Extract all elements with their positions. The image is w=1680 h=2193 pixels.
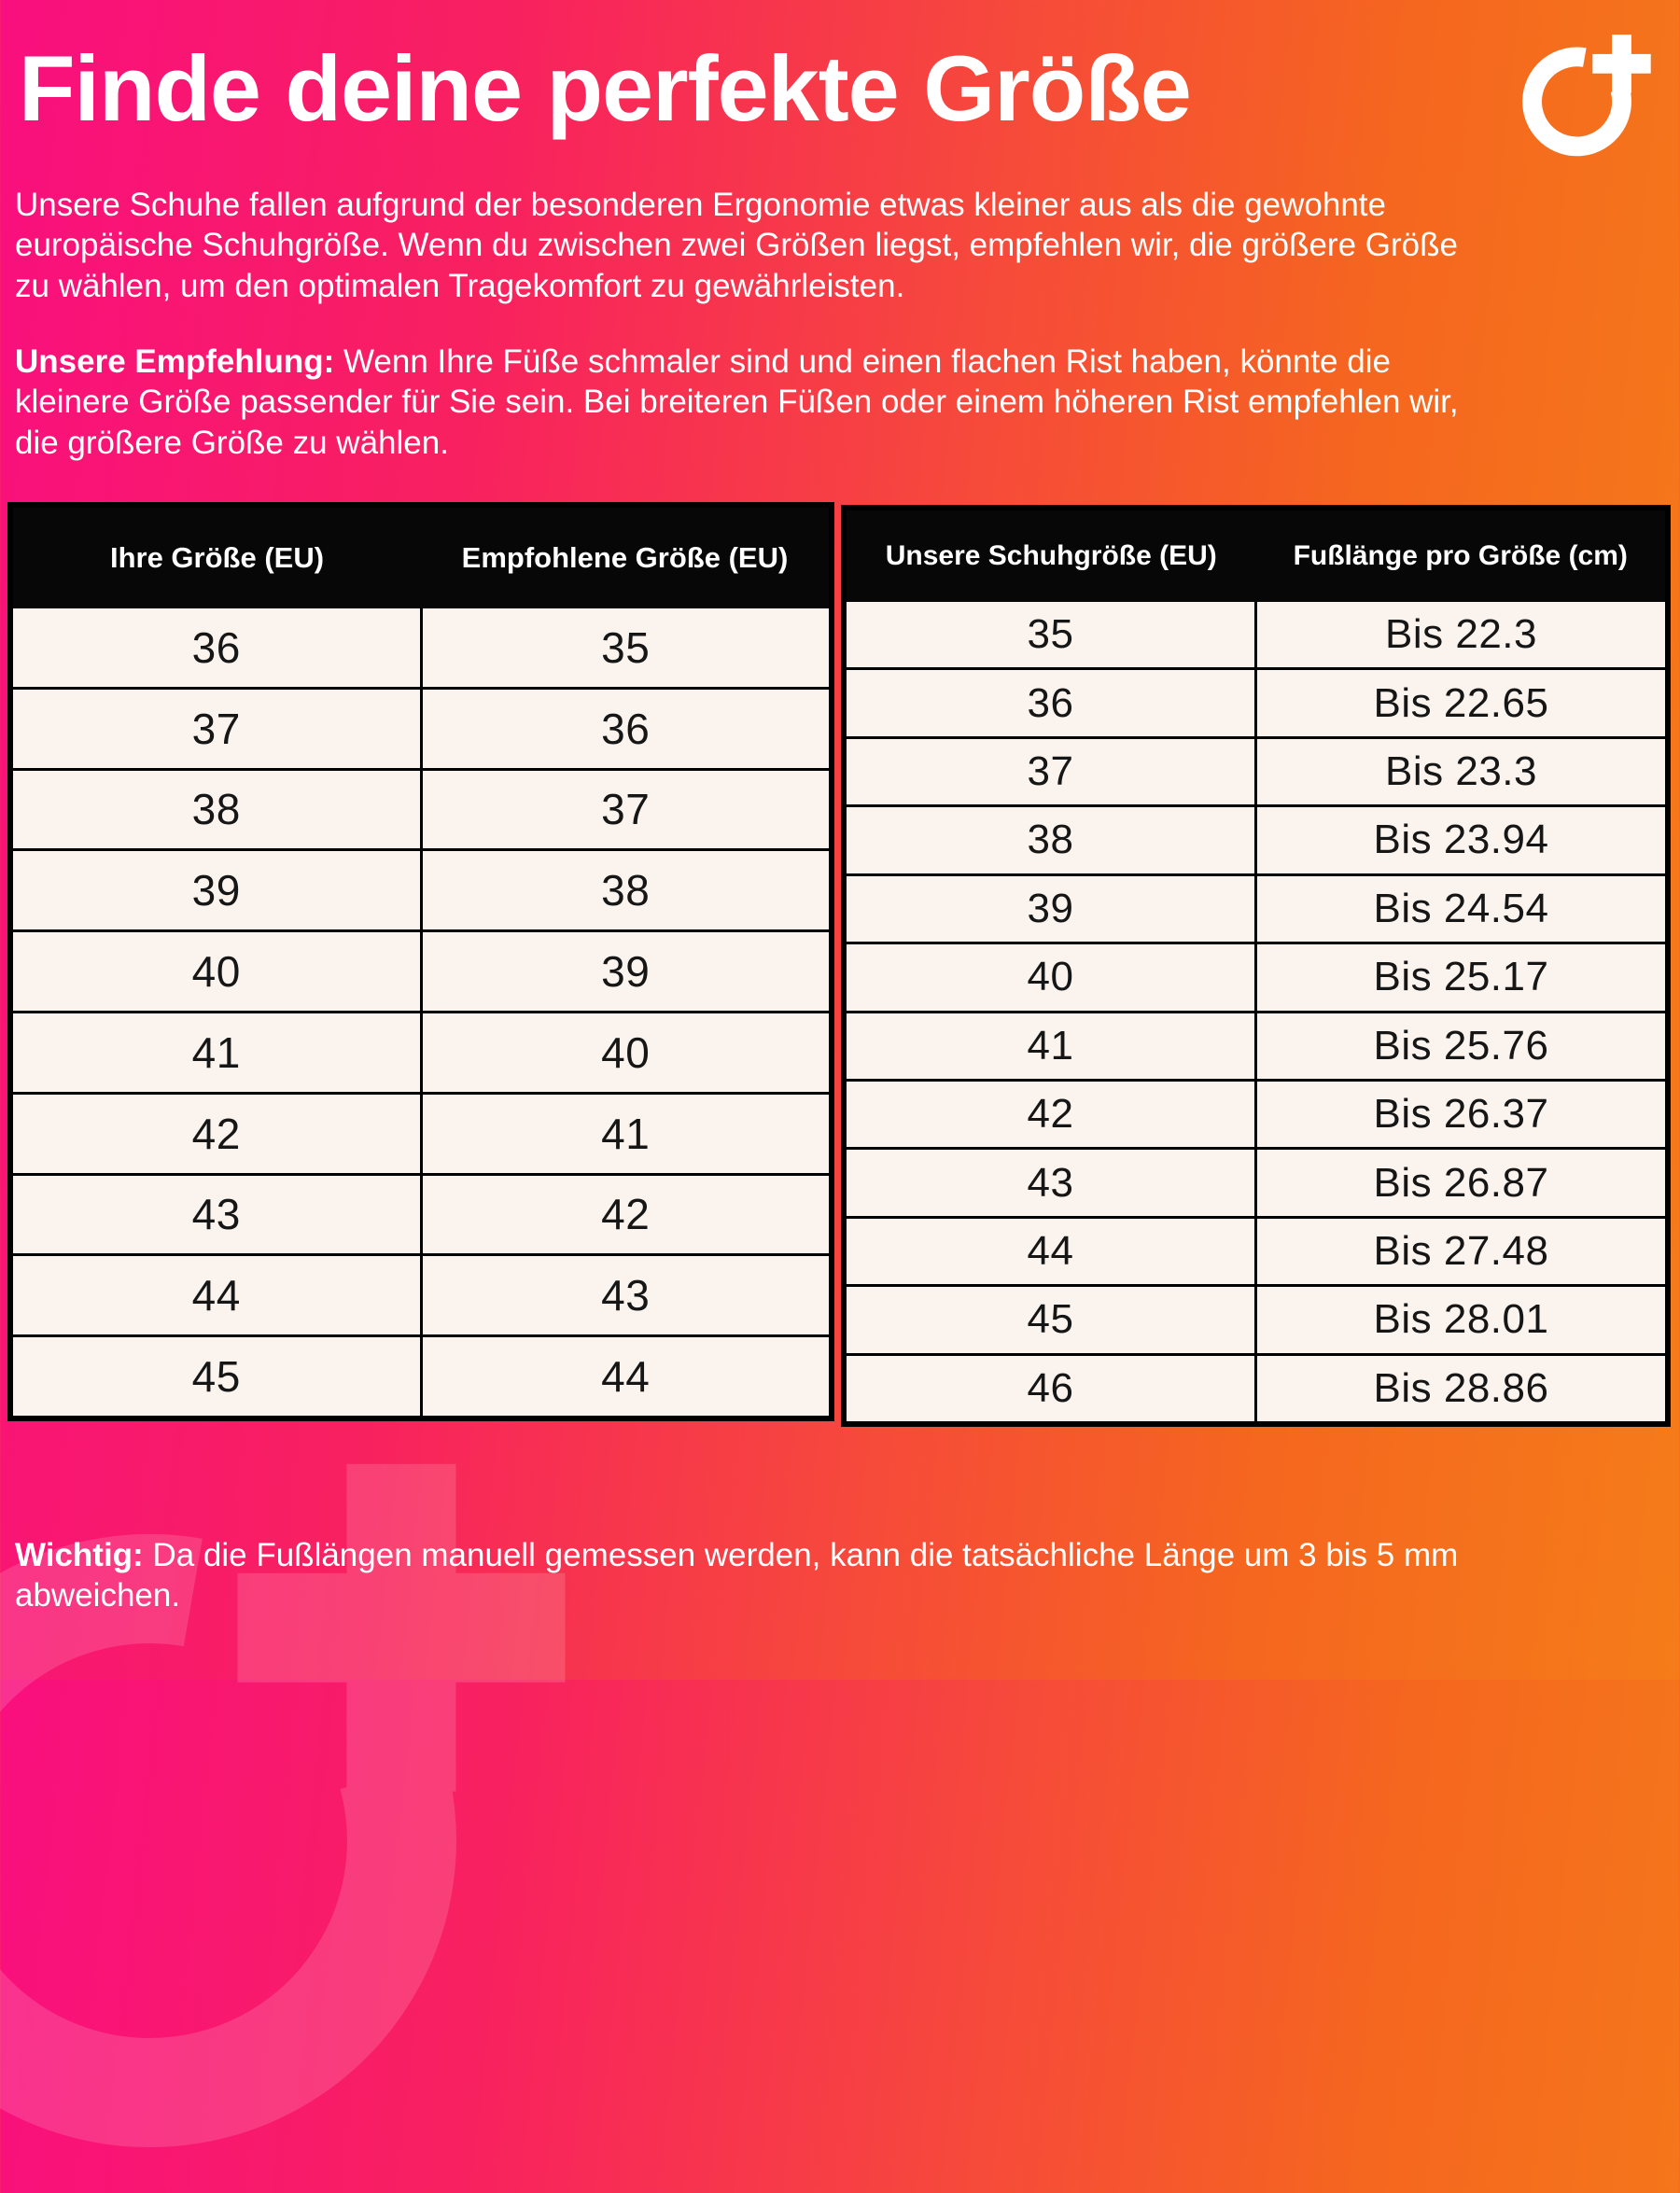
table-row: 38 Bis 23.94 [847, 804, 1665, 873]
table-row: 35 Bis 22.3 [847, 602, 1665, 668]
table-cell: Bis 23.3 [1254, 738, 1665, 805]
table-body: 35 Bis 22.3 36 Bis 22.65 37 Bis 23.3 38 Bis 23.… [847, 602, 1665, 1422]
table-cell: Bis 22.3 [1254, 602, 1665, 668]
table-row: 42 41 [13, 1091, 830, 1173]
table-cell: 41 [191, 1027, 241, 1077]
table-cell: 40 [419, 1013, 830, 1092]
table-row: 37 36 [13, 686, 830, 768]
table-cell: Bis 28.86 [1254, 1355, 1665, 1422]
brand-watermark-icon [0, 1463, 566, 2147]
table-row: 46 Bis 28.86 [847, 1352, 1665, 1422]
table-row: 36 35 [13, 608, 829, 687]
foot-length-table: Unsere Schuhgröße (EU) Fußlänge pro Größ… [841, 505, 1671, 1427]
table-row: 44 Bis 27.48 [847, 1215, 1665, 1285]
table-cell: 36 [1027, 679, 1074, 726]
table-row: 45 44 [13, 1334, 829, 1416]
table-cell: Bis 27.48 [1254, 1218, 1665, 1285]
table-cell: 42 [419, 1175, 830, 1254]
table-cell: 37 [191, 704, 241, 753]
table-cell: Bis 24.54 [1254, 875, 1665, 943]
table-cell: 44 [1027, 1228, 1074, 1274]
table-cell: Bis 25.17 [1254, 944, 1665, 1011]
table-cell: 45 [1027, 1296, 1074, 1343]
important-note: Wichtig: Da die Fußlängen manuell gemess… [15, 1535, 1476, 1616]
table-cell: 41 [419, 1094, 830, 1173]
table-row: 39 38 [13, 848, 830, 930]
table-cell: 39 [419, 932, 830, 1011]
table-cell: 41 [1027, 1022, 1074, 1069]
table-row: 40 Bis 25.17 [847, 942, 1665, 1011]
table-cell: Bis 28.01 [1254, 1287, 1665, 1353]
table-row: 43 42 [13, 1172, 830, 1254]
recommendation-text: Unsere Empfehlung: Wenn Ihre Füße schmal… [15, 342, 1476, 463]
table-row: 40 39 [13, 929, 829, 1011]
table-cell: Bis 26.37 [1254, 1081, 1665, 1148]
table-cell: Bis 25.76 [1254, 1013, 1665, 1079]
size-conversion-table: Ihre Größe (EU) Empfohlene Größe (EU) 36… [7, 502, 834, 1421]
table-cell: 38 [1027, 817, 1074, 863]
page-title: Finde deine perfekte Größe [19, 36, 1192, 140]
table-cell: 38 [191, 785, 241, 834]
table-cell: 43 [191, 1190, 241, 1239]
table-row: 41 Bis 25.76 [847, 1010, 1665, 1079]
table-row: 36 Bis 22.65 [847, 667, 1665, 736]
table-cell: 36 [191, 622, 241, 672]
table-cell: 40 [191, 947, 241, 997]
table-header-row: Ihre Größe (EU) Empfohlene Größe (EU) [13, 508, 829, 608]
table-cell: 35 [419, 608, 830, 687]
column-header-your-size: Ihre Größe (EU) [109, 541, 325, 574]
table-cell: 40 [1027, 954, 1074, 1000]
table-row: 37 Bis 23.3 [847, 735, 1665, 805]
table-cell: 37 [419, 770, 830, 849]
table-cell: 44 [419, 1337, 830, 1416]
column-header-foot-length: Fußlänge pro Größe (cm) [1293, 540, 1628, 571]
table-cell: 42 [191, 1109, 241, 1158]
table-cell: 45 [191, 1352, 241, 1402]
table-cell: 43 [419, 1256, 830, 1335]
brand-logo-icon [1515, 15, 1669, 164]
table-cell: 44 [191, 1271, 241, 1320]
table-cell: 43 [1027, 1159, 1074, 1206]
column-header-our-shoe-size: Unsere Schuhgröße (EU) [885, 540, 1217, 571]
table-cell: 39 [191, 866, 241, 915]
table-cell: Bis 23.94 [1254, 807, 1665, 873]
intro-text: Unsere Schuhe fallen aufgrund der besond… [15, 187, 1458, 304]
size-guide-infographic: { "page": { "title": "Finde deine perfek… [0, 0, 1680, 1680]
table-cell: 46 [1027, 1364, 1074, 1411]
table-row: 42 Bis 26.37 [847, 1078, 1665, 1148]
table-cell: 38 [419, 851, 830, 930]
table-cell: 37 [1027, 748, 1074, 795]
table-row: 39 Bis 24.54 [847, 873, 1665, 943]
table-row: 38 37 [13, 767, 830, 849]
table-cell: 35 [1027, 611, 1074, 658]
important-note-body: Da die Fußlängen manuell gemessen werden… [15, 1537, 1459, 1614]
table-row: 44 43 [13, 1253, 830, 1335]
table-cell: 42 [1027, 1091, 1074, 1138]
column-header-recommended-size: Empfohlene Größe (EU) [461, 541, 789, 574]
table-body: 36 35 37 36 38 37 39 38 40 39 41 40 42 41 43 42 44 43 45 44 [13, 608, 829, 1416]
table-cell: 36 [419, 689, 830, 768]
table-cell: Bis 22.65 [1254, 670, 1665, 736]
table-cell: Bis 26.87 [1254, 1150, 1665, 1216]
table-row: 45 Bis 28.01 [847, 1284, 1665, 1353]
table-row: 43 Bis 26.87 [847, 1147, 1665, 1216]
recommendation-label: Unsere Empfehlung: [15, 343, 335, 380]
table-header-row: Unsere Schuhgröße (EU) Fußlänge pro Größ… [847, 510, 1665, 602]
important-note-label: Wichtig: [15, 1537, 144, 1573]
table-cell: 39 [1027, 885, 1074, 931]
recommendation-body: Wenn Ihre Füße schmaler sind und einen f… [15, 343, 1459, 461]
table-row: 41 40 [13, 1010, 830, 1092]
